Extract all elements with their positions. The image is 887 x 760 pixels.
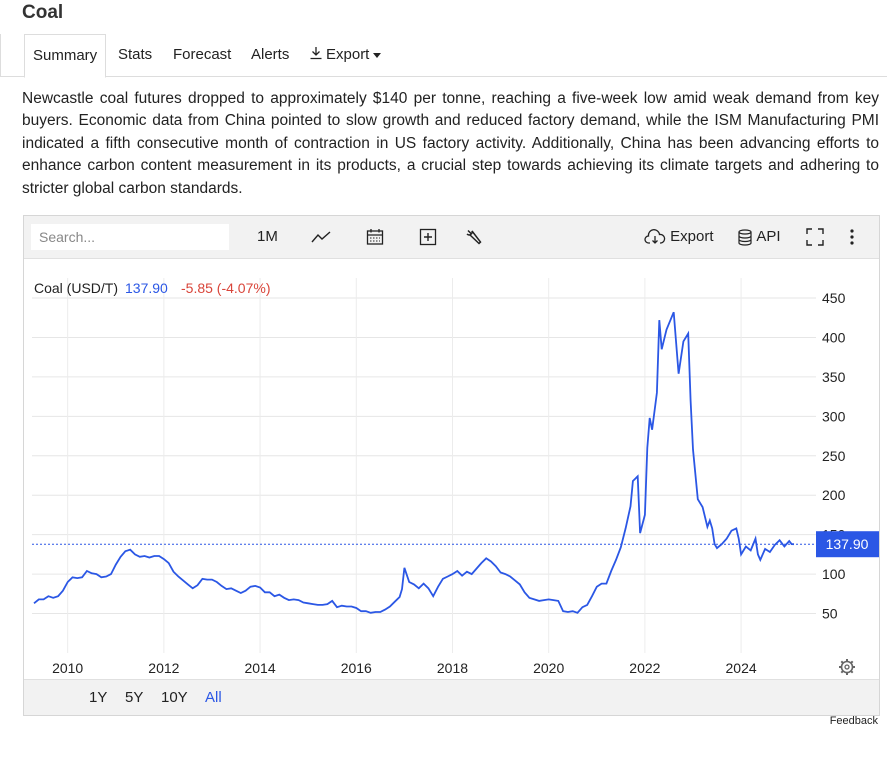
- tab-stats[interactable]: Stats: [118, 46, 153, 63]
- chevron-down-icon: [373, 52, 382, 58]
- x-tick-label: 2018: [437, 660, 468, 676]
- more-options-button[interactable]: [849, 216, 855, 258]
- y-tick-label: 250: [822, 448, 846, 464]
- x-tick-label: 2024: [726, 660, 757, 676]
- tab-divider: [0, 34, 1, 76]
- tab-export[interactable]: Export: [309, 34, 382, 76]
- x-tick-label: 2016: [341, 660, 372, 676]
- last-price-tag-bg: [816, 531, 879, 558]
- range-1y-button[interactable]: 1Y: [89, 689, 108, 706]
- x-tick-label: 2020: [533, 660, 564, 676]
- x-tick-label: 2010: [52, 660, 83, 676]
- chart-export-button[interactable]: Export: [644, 216, 714, 258]
- y-tick-label: 100: [822, 566, 846, 582]
- api-button[interactable]: API: [737, 216, 781, 258]
- gear-icon: [839, 659, 855, 675]
- y-tick-label: 200: [822, 487, 846, 503]
- x-tick-label: 2014: [244, 660, 275, 676]
- summary-paragraph: Newcastle coal futures dropped to approx…: [22, 90, 879, 197]
- x-tick-label: 2022: [629, 660, 660, 676]
- tab-forecast[interactable]: Forecast: [173, 46, 232, 63]
- range-5y-button[interactable]: 5Y: [125, 689, 144, 706]
- legend-value: 137.90: [125, 280, 168, 296]
- chart-export-label: Export: [670, 228, 714, 245]
- series-line-coal: [33, 311, 795, 614]
- feedback-link[interactable]: Feedback: [829, 715, 878, 727]
- api-label: API: [756, 228, 781, 245]
- y-tick-label: 300: [822, 408, 846, 424]
- y-tick-label: 350: [822, 369, 846, 385]
- y-tick-label: 400: [822, 329, 846, 345]
- download-icon: [310, 47, 322, 60]
- chart-panel: 1M Export API 5010015020025030035040: [23, 215, 880, 716]
- legend: Coal (USD/T) 137.90 -5.85 (-4.07%): [34, 280, 270, 296]
- y-tick-label: 450: [822, 290, 846, 306]
- calendar-icon: [366, 229, 384, 245]
- tab-bar: Summary Stats Forecast Alerts Export: [0, 34, 887, 78]
- tab-summary[interactable]: Summary: [24, 34, 107, 78]
- fullscreen-button[interactable]: [806, 216, 824, 258]
- range-selector: 1Y 5Y 10Y All: [24, 679, 879, 715]
- legend-change: -5.85 (-4.07%): [181, 280, 270, 296]
- x-tick-label: 2012: [148, 660, 179, 676]
- last-price-tag-label: 137.90: [826, 536, 869, 552]
- kebab-menu-icon: [850, 229, 854, 245]
- line-style-button[interactable]: [311, 216, 331, 258]
- tab-export-label: Export: [326, 46, 370, 63]
- calendar-button[interactable]: [366, 216, 384, 258]
- line-chart-icon: [311, 231, 331, 243]
- wrench-icon: [466, 230, 482, 245]
- chart-settings-button[interactable]: [839, 659, 855, 675]
- database-icon: [738, 228, 752, 246]
- drawing-tools-button[interactable]: [465, 216, 483, 258]
- tab-alerts[interactable]: Alerts: [251, 46, 290, 63]
- plus-square-icon: [419, 228, 437, 246]
- search-input[interactable]: [31, 224, 229, 250]
- range-all-button[interactable]: All: [205, 689, 222, 706]
- last-price-tag: 137.90: [816, 531, 879, 558]
- legend-series-name: Coal (USD/T): [34, 280, 118, 296]
- fullscreen-icon: [806, 228, 824, 246]
- cloud-download-icon: [644, 229, 666, 244]
- interval-button[interactable]: 1M: [257, 228, 278, 245]
- y-tick-label: 50: [822, 606, 838, 622]
- add-indicator-button[interactable]: [419, 216, 437, 258]
- page-title: Coal: [22, 2, 64, 23]
- range-10y-button[interactable]: 10Y: [161, 689, 188, 706]
- line-chart: 50100150200250300350400450 2010201220142…: [32, 278, 879, 676]
- chart-toolbar: 1M Export API: [24, 216, 879, 259]
